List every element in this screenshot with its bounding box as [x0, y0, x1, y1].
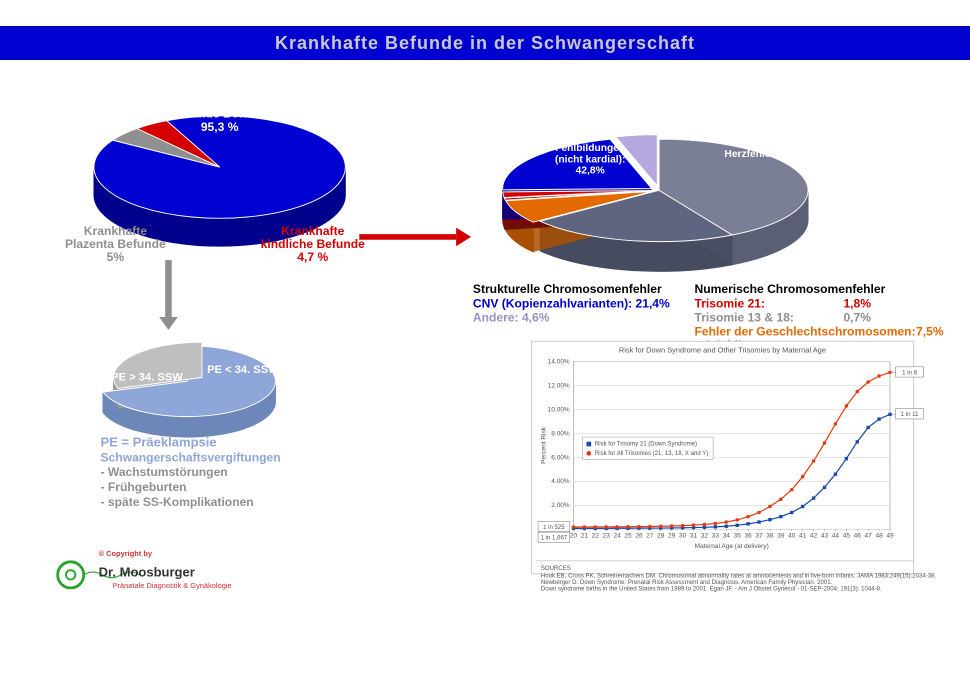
svg-text:Gesunde Befunde: Gesunde Befunde: [168, 107, 272, 121]
svg-text:24: 24: [613, 533, 621, 540]
svg-text:38: 38: [766, 533, 774, 540]
svg-text:Down syndrome births in the Un: Down syndrome births in the United State…: [541, 587, 882, 593]
svg-text:Plazenta Befunde: Plazenta Befunde: [65, 237, 166, 251]
svg-text:Krankhafte: Krankhafte: [281, 224, 344, 238]
svg-text:46: 46: [854, 533, 862, 540]
svg-text:Krankhafte: Krankhafte: [84, 224, 147, 238]
svg-text:kindliche Befunde: kindliche Befunde: [261, 237, 365, 251]
svg-text:PE = Präeklampsie: PE = Präeklampsie: [100, 434, 216, 449]
svg-text:Trisomie 13 & 18:: Trisomie 13 & 18:: [694, 311, 793, 325]
svg-text:7,5%: 7,5%: [916, 325, 944, 339]
stage: Gesunde Befunde95,3 %KrankhaftePlazenta …: [0, 60, 970, 600]
svg-text:22: 22: [592, 533, 600, 540]
svg-text:35: 35: [734, 533, 742, 540]
svg-text:Newberger D. Down Syndrome: P: Newberger D. Down Syndrome: Prenatal Ris…: [541, 580, 833, 586]
svg-text:31: 31: [690, 533, 698, 540]
svg-text:1 in 525: 1 in 525: [543, 525, 565, 531]
logo-icon: [58, 562, 84, 588]
svg-text:Risk for All Trisomies (21, 13: Risk for All Trisomies (21, 13, 18, X an…: [595, 451, 708, 457]
svg-text:1 in 1,667: 1 in 1,667: [541, 536, 568, 542]
svg-text:26: 26: [635, 533, 643, 540]
svg-text:29: 29: [668, 533, 676, 540]
svg-text:32: 32: [701, 533, 709, 540]
svg-text:Risk for Trisomy 21 (Down Synd: Risk for Trisomy 21 (Down Syndrome): [595, 441, 697, 447]
svg-text:39: 39: [777, 533, 785, 540]
svg-text:Schwangerschaftsvergiftungen: Schwangerschaftsvergiftungen: [100, 450, 280, 464]
svg-text:95,3 %: 95,3 %: [201, 120, 239, 134]
svg-text:37: 37: [755, 533, 763, 540]
svg-text:14.00%: 14.00%: [548, 359, 570, 366]
svg-text:CNV (Kopienzahlvarianten): 21,: CNV (Kopienzahlvarianten): 21,4%: [473, 297, 670, 311]
risk-chart: Risk for Down Syndrome and Other Trisomi…: [532, 341, 924, 574]
svg-text:Trisomie 21:: Trisomie 21:: [694, 297, 765, 311]
svg-text:1 in 8: 1 in 8: [902, 370, 917, 376]
svg-text:25: 25: [624, 533, 632, 540]
svg-text:42,8%: 42,8%: [576, 166, 605, 177]
slide: Krankhafte Befunde in der Schwangerschaf…: [0, 0, 970, 686]
svg-text:2.00%: 2.00%: [551, 502, 570, 509]
svg-text:Dr. Moosburger: Dr. Moosburger: [99, 565, 195, 580]
svg-text:Hook EB, Cross PK, Schreinemac: Hook EB, Cross PK, Schreinemachers DM. C…: [541, 574, 937, 580]
svg-text:10.00%: 10.00%: [548, 406, 570, 413]
svg-text:6.00%: 6.00%: [551, 454, 570, 461]
svg-text:12.00%: 12.00%: [548, 382, 570, 389]
svg-text:1,8%: 1,8%: [843, 297, 871, 311]
svg-text:47: 47: [865, 533, 873, 540]
svg-text:Maternal Age (at delivery): Maternal Age (at delivery): [695, 543, 769, 550]
svg-text:8.00%: 8.00%: [551, 430, 570, 437]
svg-text:Percent Risk: Percent Risk: [541, 426, 548, 464]
svg-text:23: 23: [603, 533, 611, 540]
svg-text:44: 44: [832, 533, 840, 540]
svg-text:4.00%: 4.00%: [551, 478, 570, 485]
svg-text:21: 21: [581, 533, 589, 540]
svg-text:33: 33: [712, 533, 720, 540]
svg-text:48: 48: [875, 533, 883, 540]
svg-text:PE < 34. SSW: PE < 34. SSW: [207, 364, 279, 376]
svg-text:Fehler der Geschlechtschromoso: Fehler der Geschlechtschromosomen:: [694, 325, 915, 339]
svg-text:© Copyright by: © Copyright by: [99, 549, 153, 558]
svg-text:36: 36: [744, 533, 752, 540]
svg-text:5%: 5%: [107, 250, 125, 264]
svg-text:- Wachstumstörungen: - Wachstumstörungen: [100, 465, 227, 479]
svg-text:- späte SS-Komplikationen: - späte SS-Komplikationen: [100, 495, 253, 509]
svg-text:Herzfehler: 23,4%: Herzfehler: 23,4%: [724, 149, 809, 160]
svg-text:- Frühgeburten: - Frühgeburten: [100, 480, 186, 494]
svg-text:1 in 11: 1 in 11: [901, 412, 919, 418]
svg-text:45: 45: [843, 533, 851, 540]
svg-text:Strukturelle Chromosomenfehler: Strukturelle Chromosomenfehler: [473, 282, 662, 296]
svg-text:Fehlbildungen: Fehlbildungen: [555, 143, 625, 154]
svg-text:Risk for Down Syndrome and Oth: Risk for Down Syndrome and Other Trisomi…: [619, 345, 826, 354]
svg-text:PE > 34. SSW: PE > 34. SSW: [111, 371, 183, 383]
svg-text:43: 43: [821, 533, 829, 540]
svg-text:28: 28: [657, 533, 665, 540]
svg-text:4,7 %: 4,7 %: [297, 250, 328, 264]
svg-text:Pränatale Diagnostik & Gynäkol: Pränatale Diagnostik & Gynäkologie: [113, 581, 232, 590]
svg-text:40: 40: [788, 533, 796, 540]
svg-text:49: 49: [886, 533, 894, 540]
svg-text:27: 27: [646, 533, 654, 540]
svg-text:20: 20: [570, 533, 578, 540]
svg-text:42: 42: [810, 533, 818, 540]
page-title: Krankhafte Befunde in der Schwangerschaf…: [275, 33, 695, 53]
svg-text:41: 41: [799, 533, 807, 540]
svg-text:30: 30: [679, 533, 687, 540]
svg-text:0,7%: 0,7%: [843, 311, 871, 325]
title-bar: Krankhafte Befunde in der Schwangerschaf…: [0, 26, 970, 60]
svg-text:Numerische Chromosomenfehler: Numerische Chromosomenfehler: [694, 282, 885, 296]
svg-text:SOURCES: SOURCES: [541, 566, 571, 572]
svg-text:Andere: 4,6%: Andere: 4,6%: [473, 311, 550, 325]
svg-text:(nicht kardial):: (nicht kardial):: [555, 154, 626, 165]
pie-pe_gt34: [103, 342, 276, 437]
svg-text:34: 34: [723, 533, 731, 540]
